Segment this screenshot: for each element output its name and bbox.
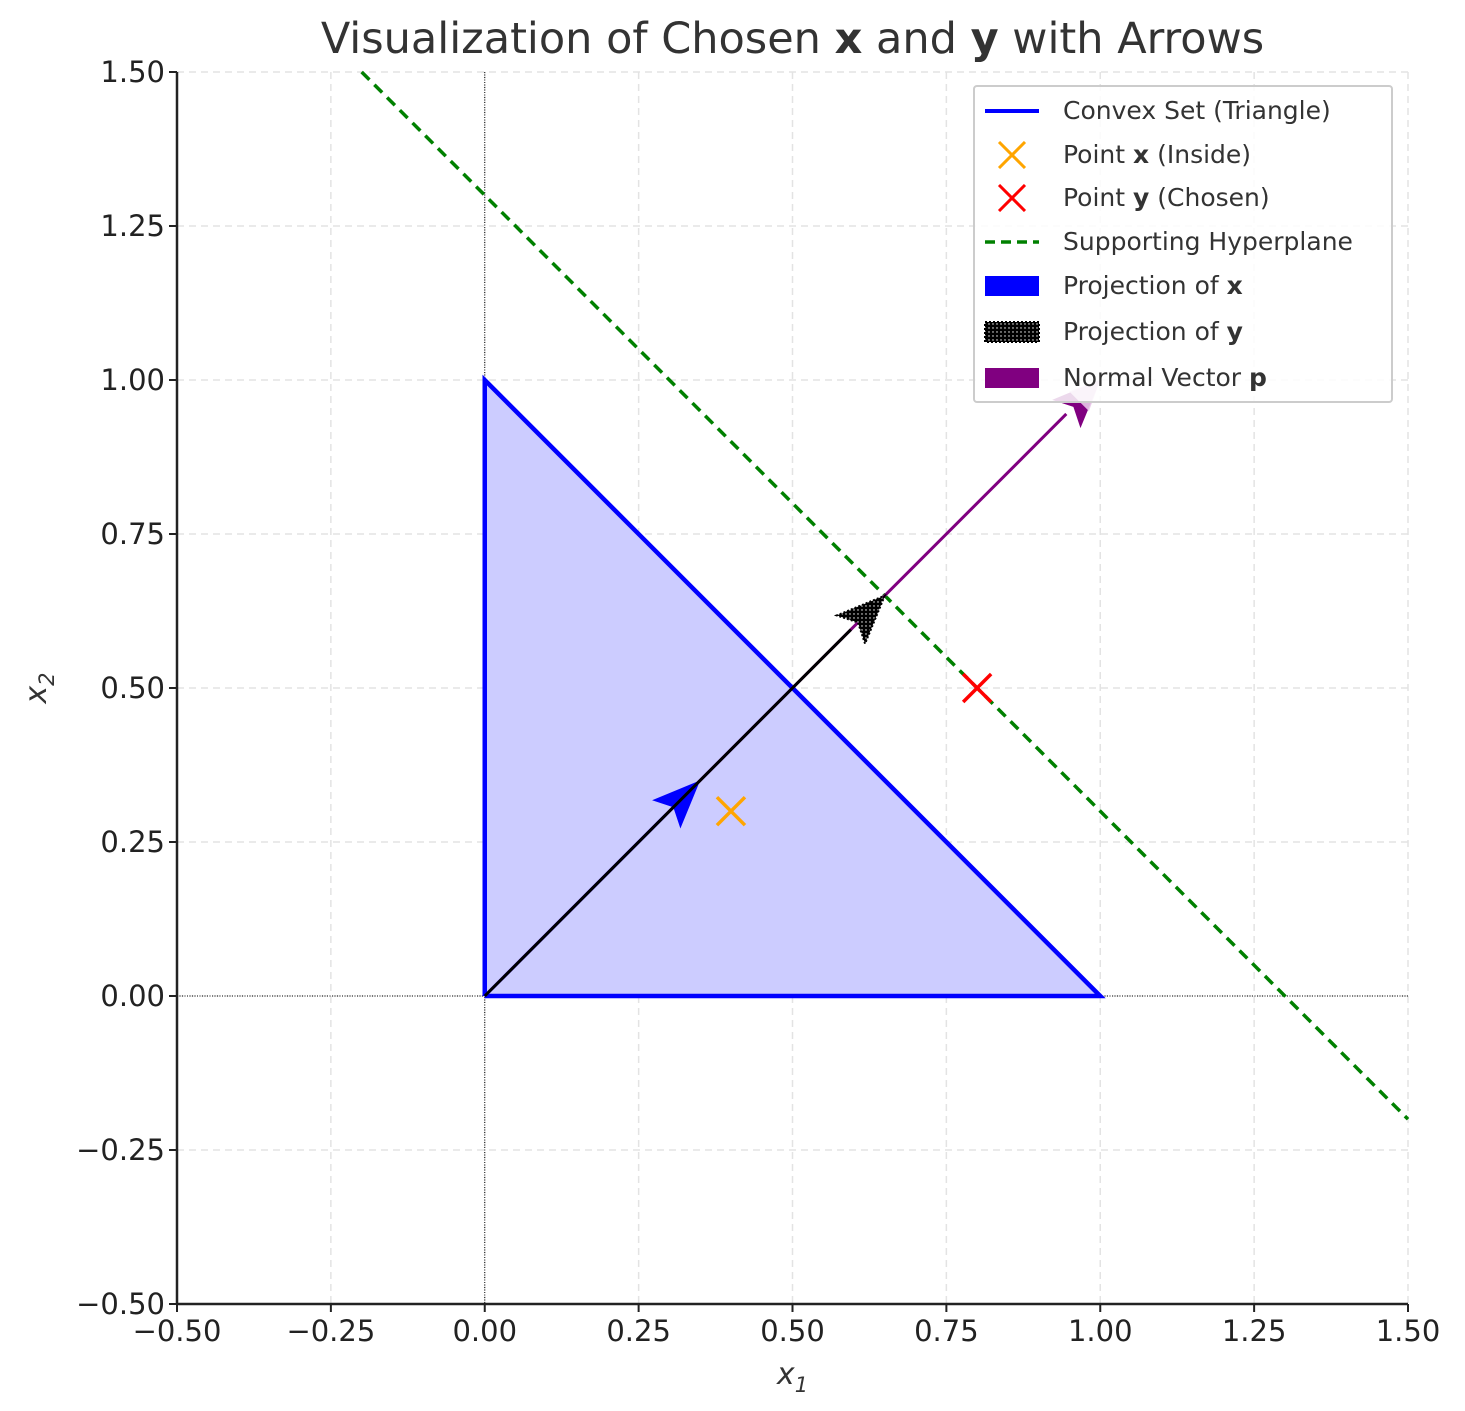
x-tick-label: 1.00 xyxy=(1068,1314,1133,1348)
projection-y-arrow-shaft xyxy=(483,628,852,998)
y-tick-label: −0.50 xyxy=(76,1287,165,1321)
y-tick-label: −0.25 xyxy=(76,1133,165,1167)
legend-label: Point y (Chosen) xyxy=(1063,183,1270,212)
projection-y-arrow xyxy=(483,593,887,998)
legend-label: Point x (Inside) xyxy=(1063,140,1252,169)
y-tick-label: 1.25 xyxy=(100,209,165,243)
legend-item-projection-y: Projection of y xyxy=(975,312,1391,352)
legend-patch-icon xyxy=(985,276,1039,296)
y-tick-label: 0.75 xyxy=(100,517,165,551)
chart-title: Visualization of Chosen x and y with Arr… xyxy=(320,14,1265,64)
y-tick-label: 1.00 xyxy=(100,363,165,397)
legend-item-normal-vector: Normal Vector p xyxy=(975,358,1391,398)
point-y-marker xyxy=(961,672,993,704)
legend-item-hyperplane: Supporting Hyperplane xyxy=(975,222,1391,262)
legend-label: Supporting Hyperplane xyxy=(1063,227,1353,256)
x-tick-label: 1.25 xyxy=(1222,1314,1287,1348)
point-y-marker-stroke xyxy=(961,672,993,704)
y-tick-label: 0.00 xyxy=(100,979,165,1013)
legend-label: Convex Set (Triangle) xyxy=(1063,96,1331,125)
legend-item-projection-x: Projection of x xyxy=(975,266,1391,306)
x-tick-label: 0.25 xyxy=(606,1314,671,1348)
x-tick-label: 0.00 xyxy=(452,1314,517,1348)
legend-label: Projection of x xyxy=(1063,271,1243,300)
x-tick-label: −0.25 xyxy=(286,1314,375,1348)
tick-labels: −0.50 −0.25 0.00 0.25 0.50 0.75 1.00 1.25 1.50 −0… xyxy=(76,55,1440,1348)
legend-label: Projection of y xyxy=(1063,317,1243,346)
x-marker-icon xyxy=(997,141,1027,169)
x-tick-label: −0.50 xyxy=(133,1314,222,1348)
y-tick-label: 0.25 xyxy=(100,825,165,859)
legend: Convex Set (Triangle) Point x (Inside) P… xyxy=(973,85,1393,403)
y-tick-label: 1.50 xyxy=(100,55,165,89)
legend-item-convex-set: Convex Set (Triangle) xyxy=(975,91,1391,131)
point-x-marker-stroke xyxy=(715,795,747,827)
legend-item-point-x: Point x (Inside) xyxy=(975,135,1391,175)
point-x-marker xyxy=(715,795,747,827)
x-tick-label: 0.75 xyxy=(914,1314,979,1348)
legend-label: Normal Vector p xyxy=(1063,363,1267,392)
y-axis-label: x2 xyxy=(19,672,59,704)
x-tick-label: 1.50 xyxy=(1376,1314,1441,1348)
x-tick-label: 0.50 xyxy=(760,1314,825,1348)
legend-item-point-y: Point y (Chosen) xyxy=(975,178,1391,218)
axes xyxy=(169,71,1409,1312)
projection-y-arrow-head xyxy=(833,593,887,647)
legend-hatched-patch-icon xyxy=(984,321,1040,343)
legend-dashed-line-icon xyxy=(985,240,1039,244)
x-marker-icon xyxy=(997,184,1027,212)
legend-patch-icon xyxy=(985,368,1039,388)
x-axis-label: x1 xyxy=(776,1357,808,1397)
legend-line-icon xyxy=(985,109,1039,113)
y-tick-label: 0.50 xyxy=(100,671,165,705)
